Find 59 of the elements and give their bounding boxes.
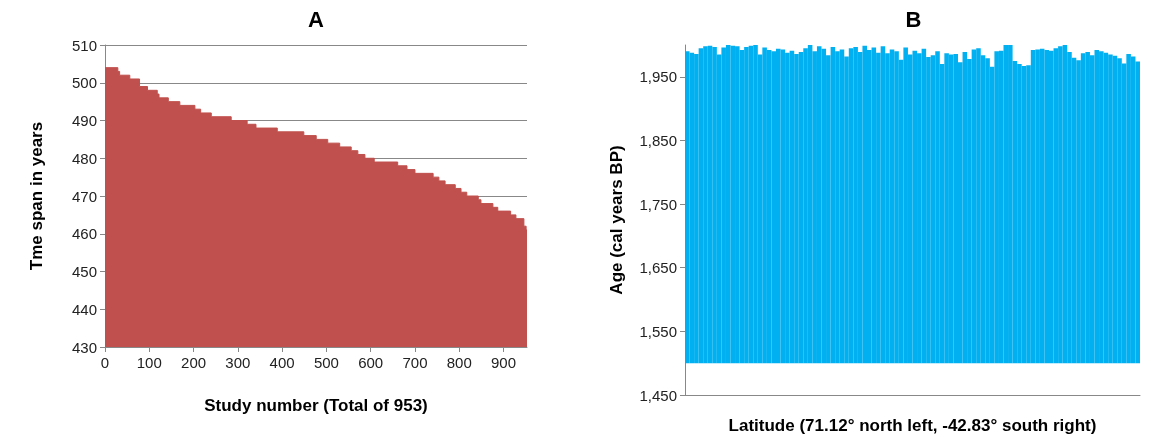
bar <box>985 58 990 364</box>
bar <box>816 46 822 364</box>
x-tick-label: 500 <box>313 354 339 371</box>
y-tick-label: 1,550 <box>639 322 677 340</box>
chart-title: B <box>905 6 922 32</box>
bar <box>1117 58 1122 364</box>
y-tick-label: 490 <box>71 112 97 129</box>
x-tick-label: 200 <box>181 354 207 371</box>
bar <box>753 45 758 364</box>
y-tick-label: 450 <box>71 263 97 280</box>
bar <box>785 52 790 364</box>
bar <box>894 51 899 364</box>
y-tick-label: 440 <box>71 300 97 318</box>
bar <box>835 51 840 364</box>
bar <box>794 53 799 364</box>
bar <box>744 46 749 364</box>
bar <box>1108 54 1113 364</box>
bar <box>735 46 740 364</box>
bar <box>703 46 708 364</box>
x-tick-label: 800 <box>446 354 472 371</box>
bar <box>685 51 690 364</box>
x-axis-title: Latitude (71.12° north left, -42.83° south right) <box>728 416 1097 435</box>
y-axis-title: Age (cal years BP) <box>607 145 626 295</box>
x-tick-label: 0 <box>100 354 110 371</box>
x-tick-label: 700 <box>402 354 428 371</box>
x-tick-label: 300 <box>225 354 251 371</box>
x-tick-label: 900 <box>491 354 517 371</box>
x-tick-label: 400 <box>269 354 295 371</box>
y-axis-title: Tme span in years <box>27 121 46 271</box>
bar <box>1099 51 1104 364</box>
bar <box>1058 46 1063 364</box>
y-tick-label: 510 <box>71 36 97 54</box>
bar <box>935 51 940 364</box>
bar <box>944 53 949 364</box>
y-tick-label: 1,850 <box>639 131 677 149</box>
x-axis-title: Study number (Total of 953) <box>204 396 428 415</box>
bar <box>976 48 981 364</box>
y-tick-label: 480 <box>71 149 97 167</box>
bar <box>917 53 922 364</box>
bar <box>1008 45 1013 364</box>
y-tick-label: 500 <box>71 74 97 92</box>
bar <box>803 48 808 364</box>
y-tick-label: 1,950 <box>639 68 677 86</box>
chart-title: A <box>308 6 324 32</box>
y-tick-label: 470 <box>71 187 97 205</box>
bar <box>1035 49 1040 364</box>
y-tick-label: 1,750 <box>639 195 677 213</box>
bar <box>712 46 717 364</box>
x-tick-label: 600 <box>358 354 384 371</box>
y-tick-label: 1,450 <box>639 386 677 404</box>
y-tick-label: 460 <box>71 225 97 243</box>
bar <box>853 46 858 364</box>
x-tick-label: 100 <box>136 354 162 371</box>
y-tick-label: 430 <box>71 338 97 356</box>
bar <box>1126 53 1131 364</box>
bar <box>1017 64 1022 364</box>
bar <box>762 47 767 364</box>
bar <box>725 45 731 364</box>
y-tick-label: 1,650 <box>639 259 677 277</box>
